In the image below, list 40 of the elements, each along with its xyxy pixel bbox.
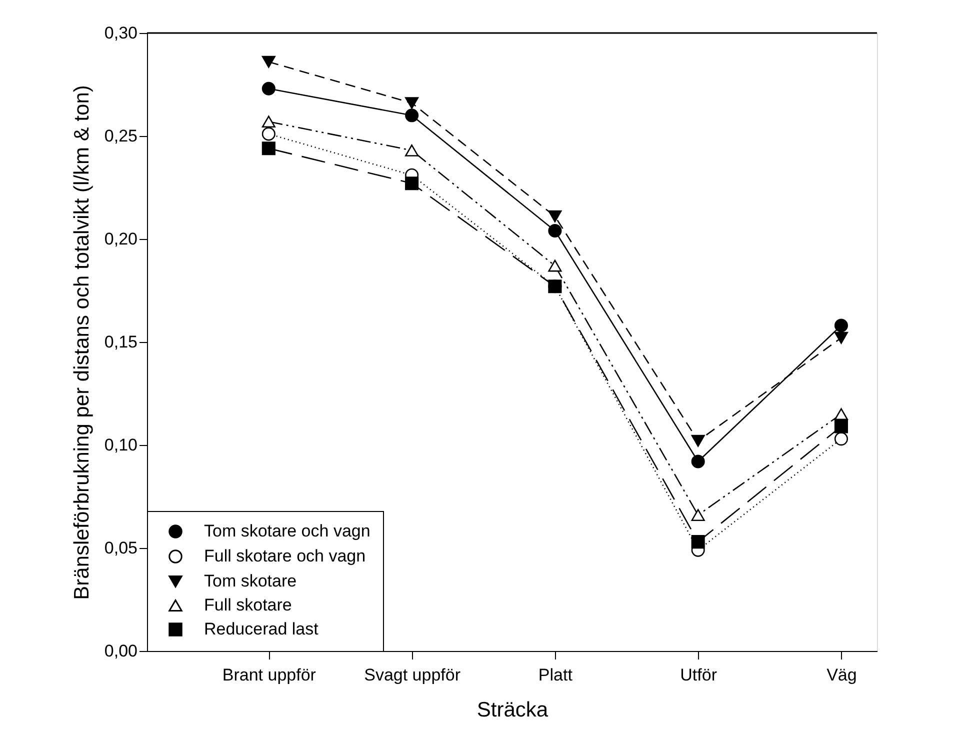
point [548, 224, 562, 238]
x-tick-label: Platt [538, 666, 573, 684]
point [834, 420, 848, 434]
point [262, 142, 276, 156]
legend-label: Tom skotare [204, 572, 297, 590]
y-tick-label: 0,30 [104, 24, 138, 42]
point [262, 82, 276, 96]
y-tick-label: 0,20 [104, 230, 138, 248]
point [691, 454, 705, 468]
y-tick-label: 0,25 [104, 126, 138, 146]
point [262, 116, 276, 128]
point [548, 260, 562, 272]
x-tick-label: Svagt uppför [364, 666, 461, 684]
y-tick-label: 0,10 [104, 436, 138, 454]
y-tick-label: 0,15 [104, 332, 138, 352]
point [405, 97, 419, 109]
x-tick-label: Väg [826, 666, 857, 684]
point [262, 56, 276, 68]
y-tick-label: 0,00 [104, 642, 138, 660]
point [548, 210, 562, 222]
legend-label: Full skotare och vagn [204, 546, 366, 566]
point [834, 408, 848, 420]
point [691, 434, 705, 447]
point [691, 535, 705, 549]
point [262, 127, 276, 141]
y-axis-title: Bränsleförbrukning per distans och totalvikt (l/km & ton) [70, 85, 94, 600]
point [834, 332, 848, 344]
legend-label: Full skotare [204, 596, 292, 614]
x-tick-label: Brant uppför [222, 666, 316, 684]
legend-label: Reducerad last [204, 620, 319, 638]
y-tick-label: 0,05 [104, 538, 138, 558]
legend-label: Tom skotare och vagn [204, 522, 370, 540]
point [834, 318, 848, 332]
x-tick-label: Utför [680, 666, 718, 684]
point [691, 509, 705, 521]
x-axis-title: Sträcka [476, 698, 548, 722]
point [405, 108, 419, 122]
point [405, 144, 419, 156]
point [834, 432, 848, 446]
point [405, 176, 419, 190]
